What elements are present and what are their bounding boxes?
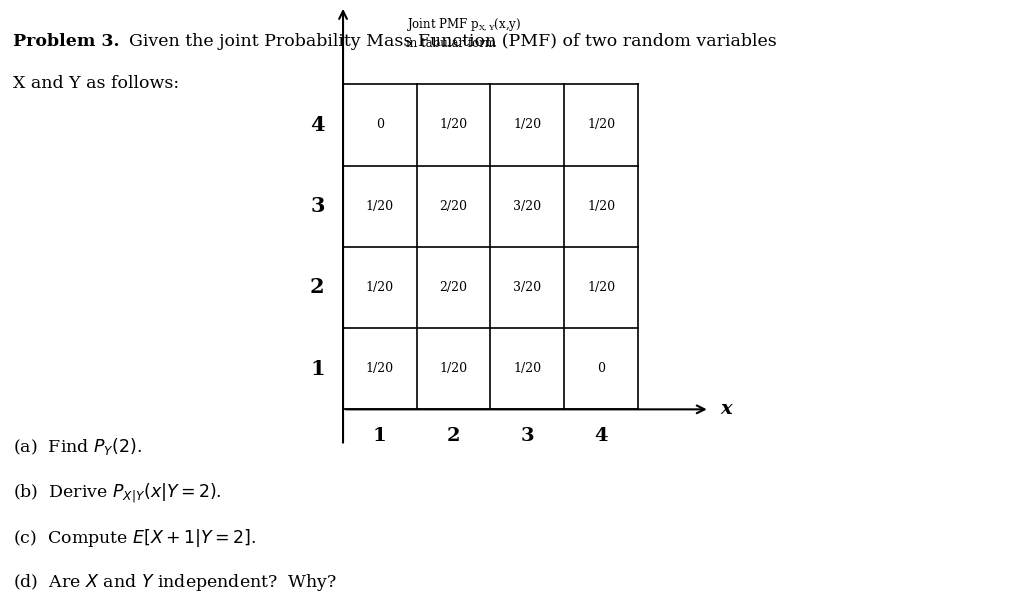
Text: (b)  Derive $P_{X|Y}(x|Y = 2)$.: (b) Derive $P_{X|Y}(x|Y = 2)$. (13, 482, 222, 505)
Text: 1/20: 1/20 (513, 362, 542, 375)
Text: 1: 1 (373, 427, 387, 445)
Text: x: x (720, 400, 731, 418)
Text: 1/20: 1/20 (366, 362, 394, 375)
Text: (a)  Find $P_Y(2)$.: (a) Find $P_Y(2)$. (13, 436, 142, 458)
Text: 2: 2 (446, 427, 461, 445)
Text: 1/20: 1/20 (439, 119, 468, 131)
Text: 3/20: 3/20 (513, 281, 542, 294)
Text: X and Y as follows:: X and Y as follows: (13, 75, 179, 92)
Text: Joint PMF p$_{\mathregular{X,Y}}$(x,y)
in tabular form: Joint PMF p$_{\mathregular{X,Y}}$(x,y) i… (406, 16, 521, 50)
Text: (d)  Are $X$ and $Y$ independent?  Why?: (d) Are $X$ and $Y$ independent? Why? (13, 572, 338, 593)
Text: 0: 0 (597, 362, 605, 375)
Text: 3: 3 (520, 427, 535, 445)
Text: 3/20: 3/20 (513, 200, 542, 213)
Text: 1/20: 1/20 (587, 200, 615, 213)
Text: 1/20: 1/20 (366, 200, 394, 213)
Text: 3: 3 (310, 196, 325, 216)
Text: 1/20: 1/20 (513, 119, 542, 131)
Text: 2: 2 (310, 278, 325, 297)
Text: Given the joint Probability Mass Function (PMF) of two random variables: Given the joint Probability Mass Functio… (118, 33, 776, 50)
Text: 2/20: 2/20 (439, 281, 468, 294)
Text: 1/20: 1/20 (439, 362, 468, 375)
Text: 1/20: 1/20 (587, 119, 615, 131)
Text: 1/20: 1/20 (366, 281, 394, 294)
Text: 4: 4 (310, 115, 325, 135)
Text: 1: 1 (310, 359, 325, 379)
Text: 2/20: 2/20 (439, 200, 468, 213)
Text: Problem 3.: Problem 3. (13, 33, 120, 50)
Text: 0: 0 (376, 119, 384, 131)
Text: 1/20: 1/20 (587, 281, 615, 294)
Text: 4: 4 (594, 427, 608, 445)
Text: (c)  Compute $E[X + 1|Y = 2]$.: (c) Compute $E[X + 1|Y = 2]$. (13, 527, 257, 549)
